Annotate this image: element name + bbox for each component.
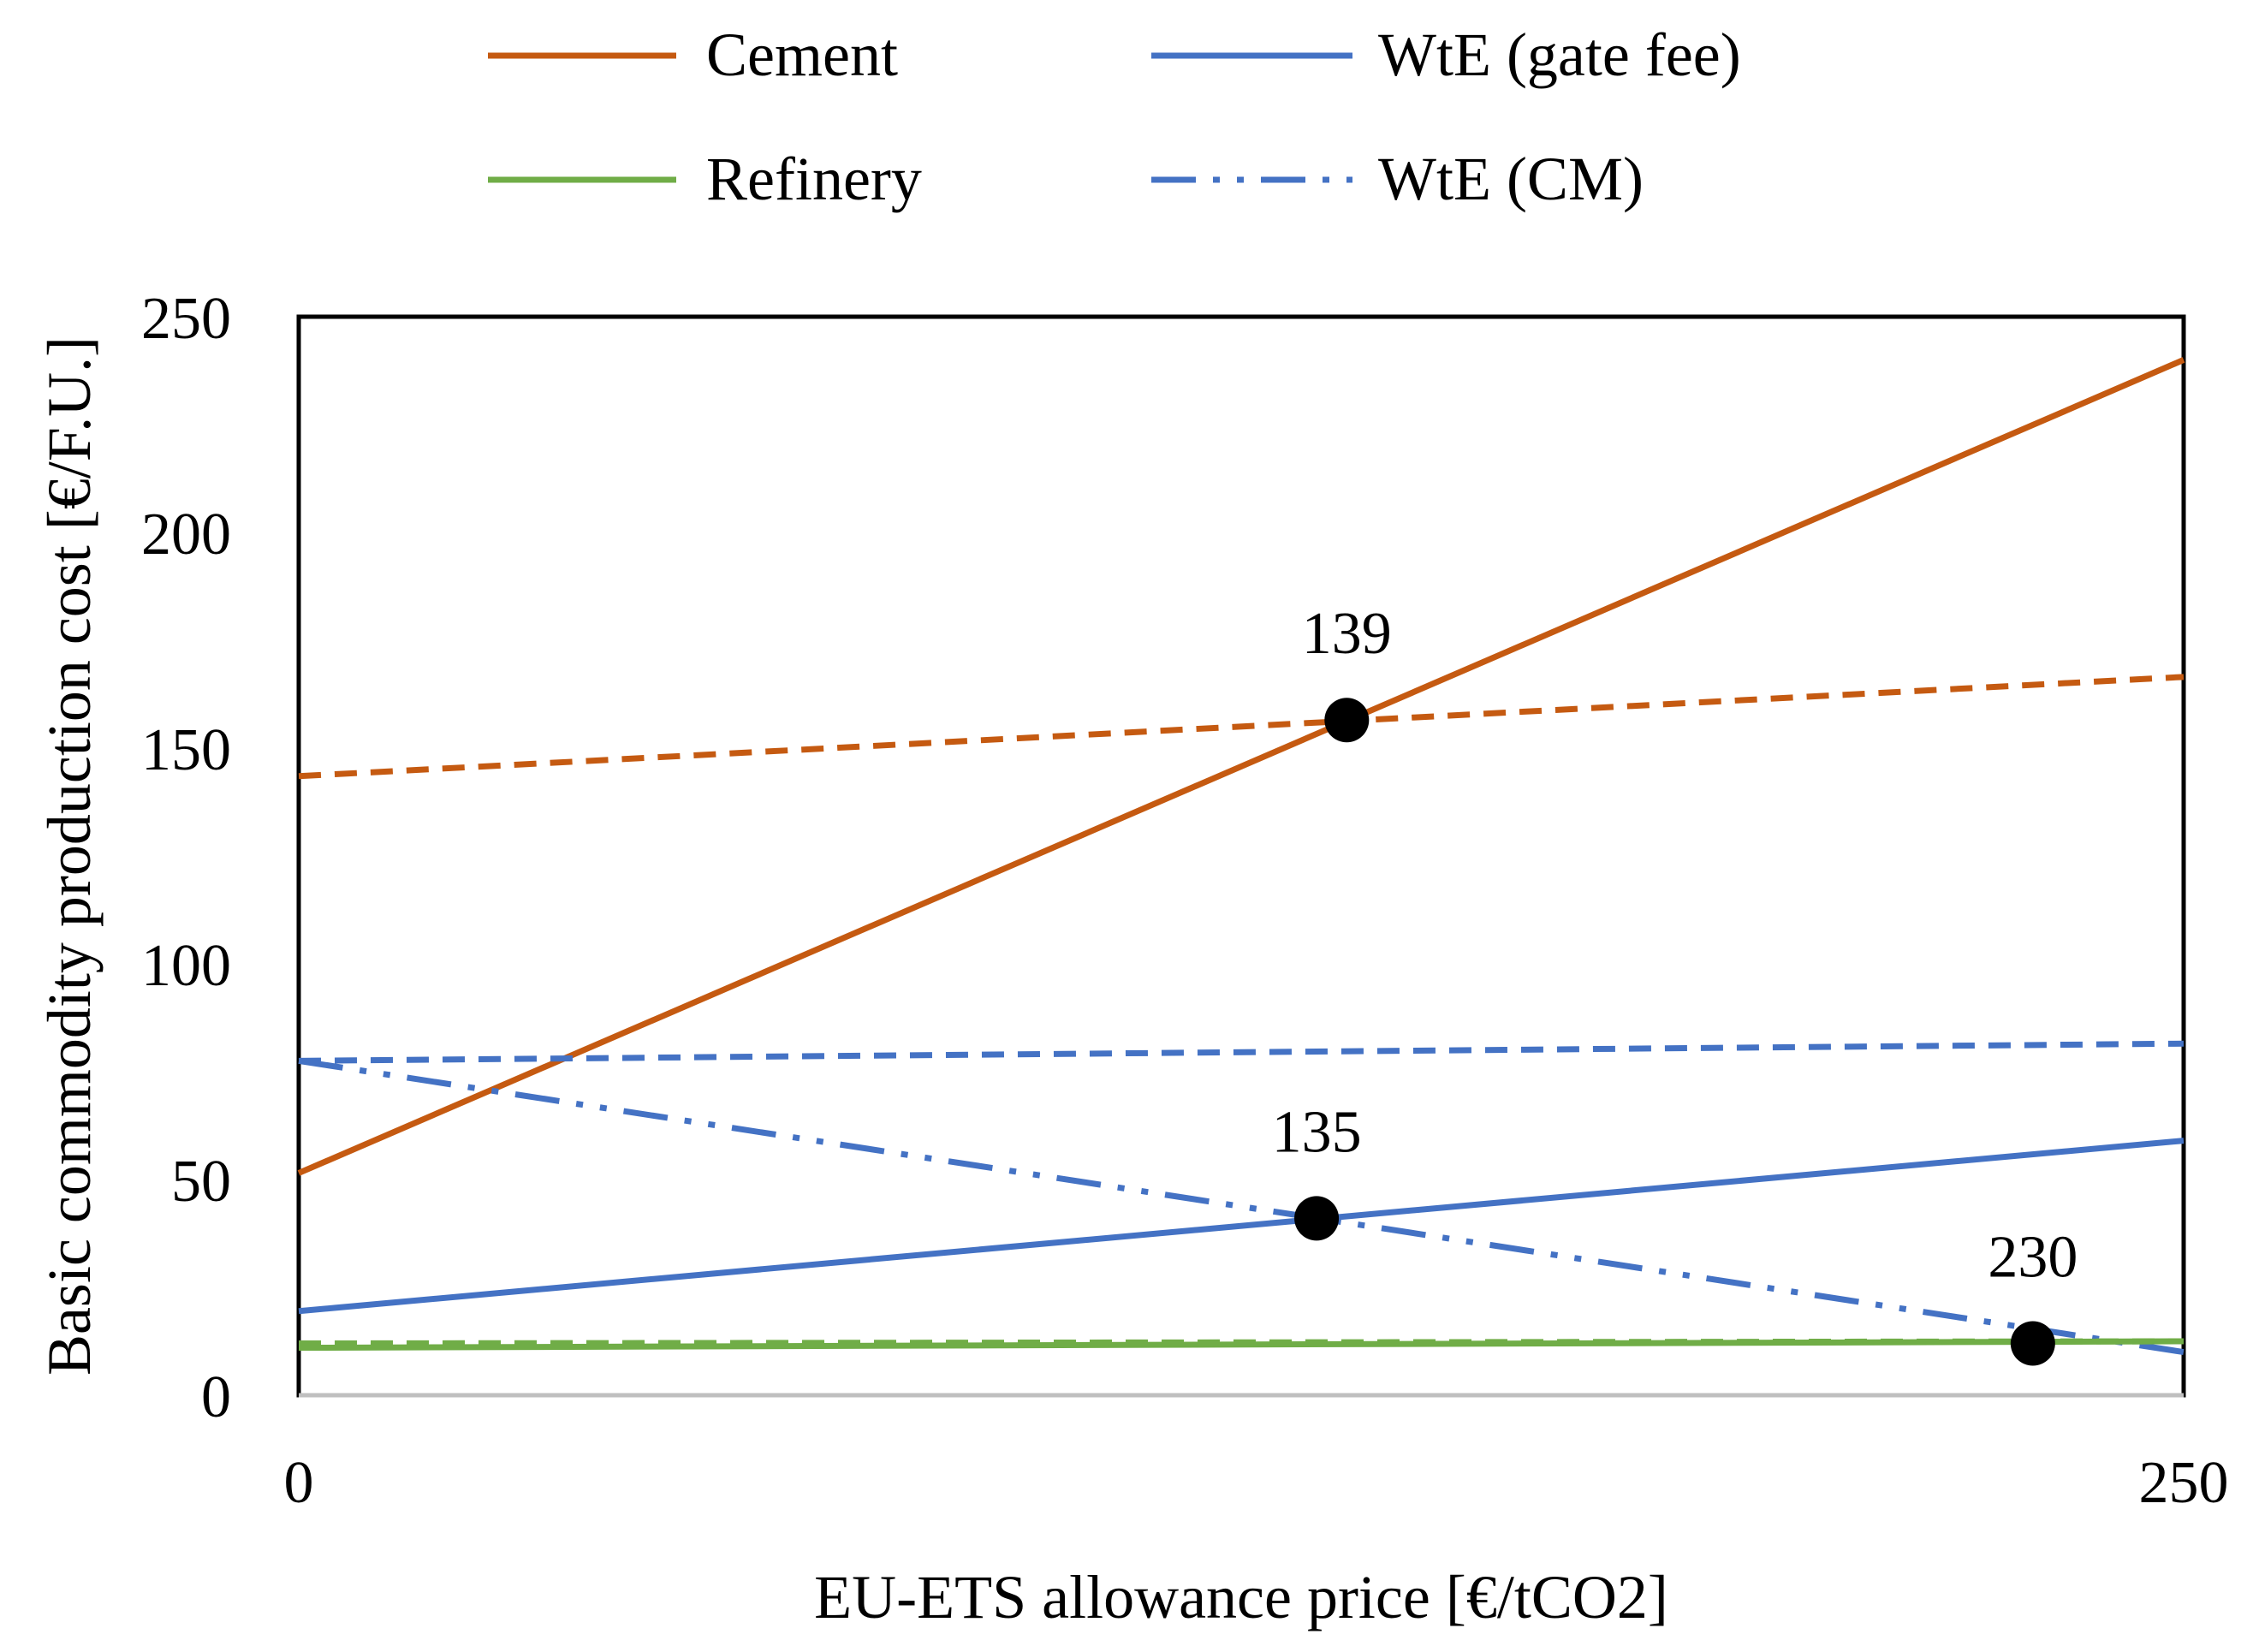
legend-label-refinery: Refinery — [706, 145, 922, 213]
x-axis-ticks: 0 250 — [284, 1450, 2229, 1516]
y-axis-title: Basic commodity production cost [€/F.U.] — [35, 336, 104, 1376]
series-line-wte-gate-fee — [298, 1138, 2185, 1315]
series-line-cement — [297, 357, 2185, 1176]
series-line-wte-cm — [298, 1057, 2185, 1356]
y-tick-label: 250 — [141, 286, 231, 352]
legend: Cement WtE (gate fee) Refinery WtE (CM) — [488, 21, 1741, 213]
y-tick-label: 0 — [201, 1364, 231, 1430]
y-tick-label: 100 — [141, 933, 231, 999]
intersection-label: 135 — [1272, 1099, 1362, 1165]
legend-label-wte-cm: WtE (CM) — [1378, 145, 1644, 213]
y-tick-label: 200 — [141, 502, 231, 568]
intersection-marker — [1324, 698, 1370, 743]
intersection-label: 230 — [1988, 1225, 2078, 1291]
series-lines — [297, 357, 2185, 1356]
y-tick-label: 150 — [141, 717, 231, 783]
intersection-label: 139 — [1302, 601, 1392, 667]
intersection-marker — [2010, 1321, 2055, 1366]
legend-label-cement: Cement — [706, 21, 898, 89]
plot-frame — [296, 314, 2186, 1398]
series-line-cement-reference — [298, 674, 2185, 780]
x-tick-label: 250 — [2139, 1450, 2229, 1516]
x-tick-label: 0 — [284, 1450, 314, 1516]
intersection-marker — [1294, 1196, 1340, 1241]
y-axis-ticks: 0 50 100 150 200 250 — [141, 286, 231, 1430]
y-tick-label: 50 — [171, 1149, 231, 1215]
legend-label-wte-gate-fee: WtE (gate fee) — [1378, 21, 1741, 89]
x-axis-title: EU-ETS allowance price [€/tCO2] — [814, 1563, 1668, 1631]
series-line-wte-reference — [298, 1040, 2185, 1064]
annotations: 139 135 230 — [1272, 601, 2078, 1366]
series-line-refinery-reference — [298, 1338, 2185, 1347]
